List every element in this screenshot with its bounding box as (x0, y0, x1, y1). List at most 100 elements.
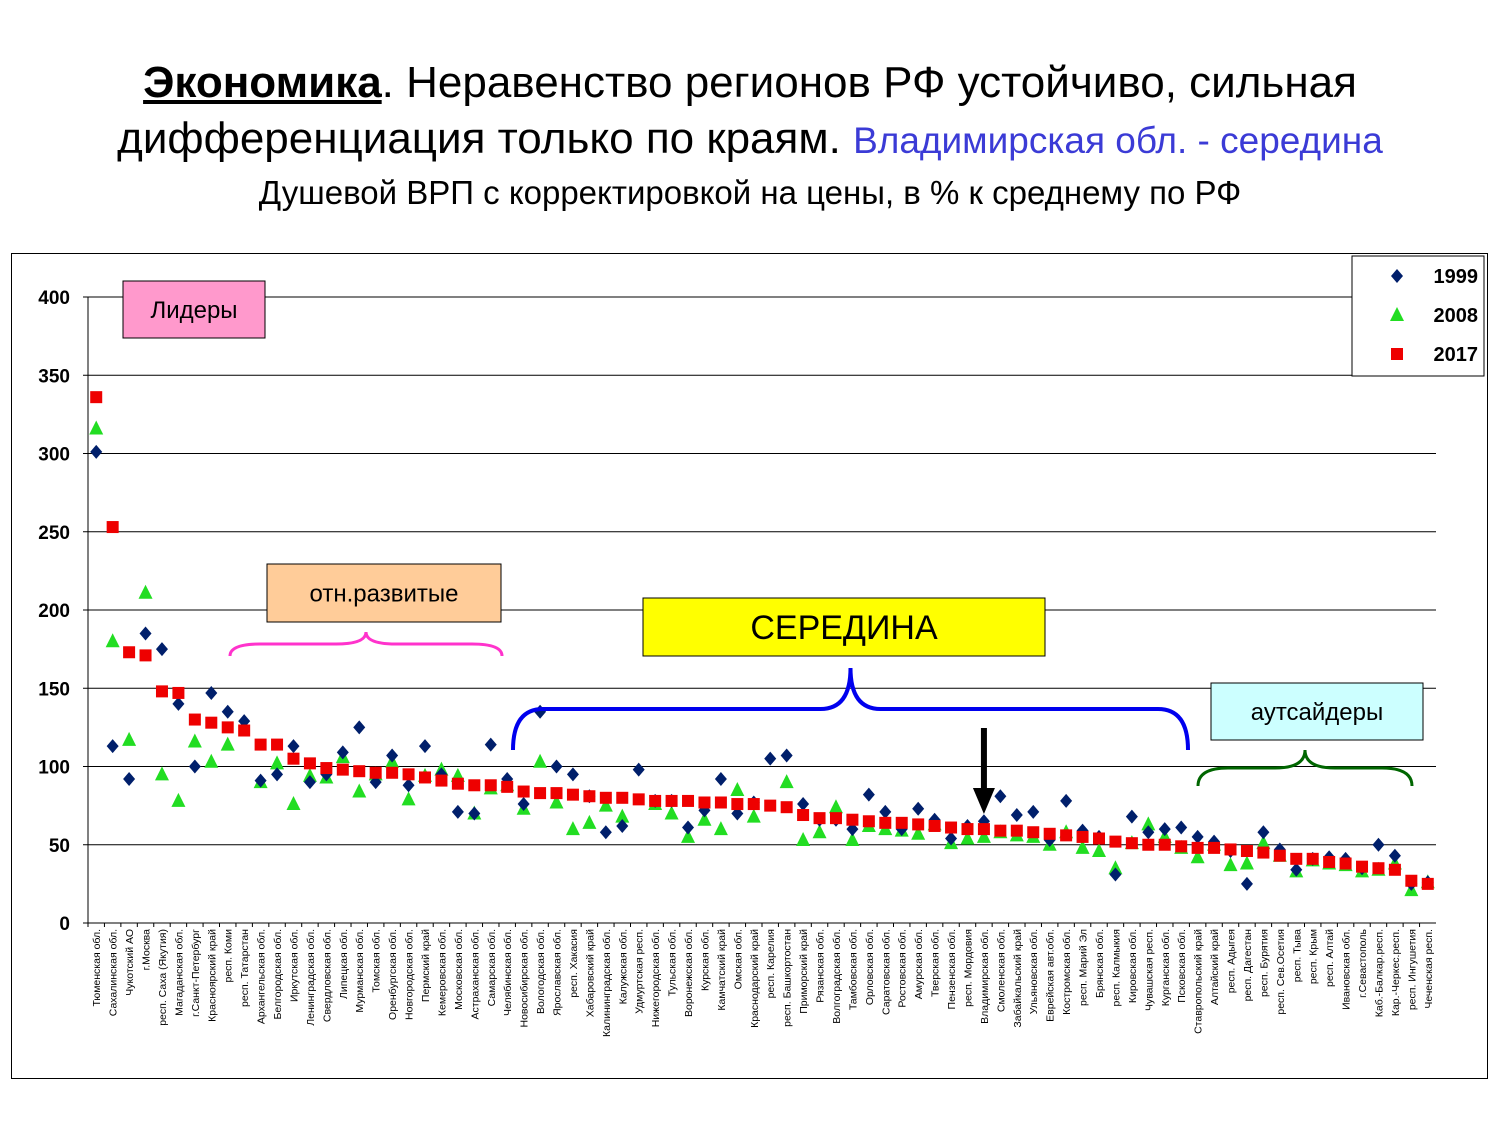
point-1999 (912, 801, 925, 816)
x-tick-label: Пензенская обл. (946, 929, 958, 1009)
point-2008 (401, 791, 416, 806)
point-2017 (780, 801, 793, 814)
point-2017 (747, 798, 760, 811)
x-tick-label: Орловская обл. (864, 929, 876, 1005)
slide-title-block: Экономика. Неравенство регионов РФ устой… (0, 55, 1500, 215)
point-2017 (649, 794, 662, 807)
arrow-head (972, 788, 995, 814)
point-2008 (171, 792, 186, 807)
point-2017 (1093, 832, 1105, 845)
x-tick-label: Новосибирская обл. (519, 929, 531, 1028)
point-1999 (106, 739, 119, 754)
point-2008 (1223, 857, 1238, 872)
x-tick-label: Пермский край (420, 929, 432, 1002)
point-2008 (105, 633, 120, 648)
point-2017 (1240, 845, 1253, 858)
x-tick-label: Еврейская авт.обл. (1045, 929, 1057, 1022)
x-tick-label: Рязанская обл. (815, 929, 827, 1003)
point-2017 (123, 646, 136, 659)
point-1999 (1257, 825, 1270, 840)
point-1999 (780, 748, 793, 763)
point-1999 (271, 767, 284, 782)
outsiders-box (1210, 682, 1424, 741)
point-2008 (598, 797, 613, 812)
point-2017 (1356, 860, 1369, 873)
x-tick-label: Забайкальский край (1012, 929, 1024, 1028)
developed-label: отн.развитые (310, 581, 459, 608)
x-tick-label: Архангельская обл. (256, 929, 268, 1024)
x-tick-label: Ярославская обл. (552, 929, 564, 1016)
point-2008 (204, 753, 219, 768)
point-2017 (435, 774, 448, 787)
point-2017 (1158, 838, 1171, 851)
point-1999 (386, 748, 399, 763)
point-2017 (1060, 829, 1073, 842)
point-1999 (303, 775, 316, 790)
legend-marker-1999 (1391, 269, 1403, 283)
point-2017 (534, 787, 547, 800)
point-1999 (419, 739, 431, 754)
point-2017 (238, 724, 251, 737)
x-tick-label: респ. Адыгея (1226, 929, 1238, 993)
x-tick-label: респ. Саха (Якутия) (157, 929, 169, 1026)
point-1999 (1388, 848, 1401, 863)
point-1999 (632, 762, 645, 777)
x-tick-label: Псковская обл. (1176, 929, 1188, 1003)
point-2017 (1323, 855, 1336, 868)
point-2008 (779, 774, 794, 789)
point-2017 (583, 790, 596, 803)
middle-box (642, 597, 1046, 657)
point-1999 (172, 696, 185, 711)
legend (1351, 255, 1485, 377)
point-2008 (1075, 839, 1090, 854)
x-tick-label: Свердловская обл. (321, 929, 333, 1022)
x-tick-label: Липецкая обл. (338, 929, 350, 999)
x-tick-label: Краснодарский край (749, 929, 761, 1028)
point-1999 (1372, 837, 1385, 852)
point-2008 (796, 832, 811, 847)
x-tick-label: Московская обл. (453, 929, 465, 1010)
point-1999 (714, 772, 727, 787)
x-tick-label: респ. Татарстан (239, 929, 251, 1007)
point-1999 (123, 772, 136, 787)
y-tick-label: 150 (38, 679, 70, 700)
x-tick-label: Калининградская обл. (601, 929, 613, 1037)
point-2017 (1273, 849, 1286, 862)
x-tick-label: Кемеровская обл. (436, 929, 448, 1016)
point-1999 (1142, 825, 1155, 840)
leaders-box (122, 280, 266, 339)
point-2017 (1076, 830, 1089, 843)
x-tick-label: Красноярский край (206, 929, 218, 1022)
point-2008 (582, 814, 597, 829)
x-tick-label: Калужская обл. (617, 929, 629, 1004)
point-2008 (1239, 855, 1254, 870)
point-2017 (451, 777, 464, 790)
point-2017 (764, 799, 777, 812)
y-tick-label: 100 (38, 758, 70, 779)
point-2008 (220, 736, 235, 751)
point-2017 (221, 721, 234, 734)
point-2008 (960, 830, 975, 845)
x-tick-label: Сахалинская обл. (108, 929, 120, 1016)
y-tick-label: 300 (38, 445, 70, 466)
point-1999 (353, 720, 366, 735)
point-2017 (1372, 862, 1385, 875)
x-tick-label: Челябинская обл. (502, 929, 514, 1016)
x-tick-label: респ. Калмыкия (1110, 929, 1122, 1006)
point-2017 (1208, 841, 1221, 854)
x-tick-label: г.Севастополь (1357, 928, 1369, 997)
title-bold: Экономика (143, 58, 382, 107)
y-tick-label: 400 (38, 288, 70, 309)
point-2017 (566, 788, 579, 801)
x-tick-label: Алтайский край (1209, 929, 1221, 1005)
x-tick-label: Смоленская обл. (995, 929, 1007, 1012)
point-2008 (549, 794, 564, 809)
point-2008 (352, 783, 367, 798)
x-tick-label: Омская обл. (732, 929, 744, 989)
x-tick-label: Мурманская обл. (354, 929, 366, 1013)
point-1999 (1109, 867, 1122, 882)
x-tick-label: респ. Дагестан (1242, 929, 1254, 1002)
middle-label: СЕРЕДИНА (750, 609, 938, 647)
x-tick-label: Воронежская обл. (683, 929, 695, 1017)
x-tick-label: респ. Хакасия (568, 929, 580, 998)
